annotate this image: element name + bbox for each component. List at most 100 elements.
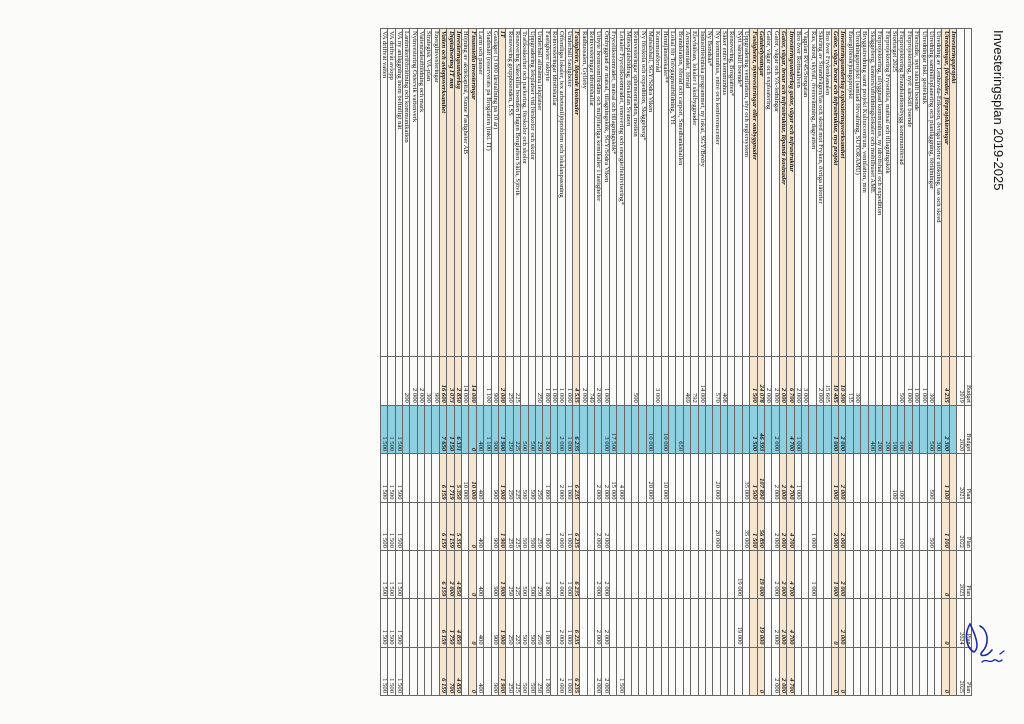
- table-row: Lantmäteriförrättning och kommunikation 2…: [402, 28, 410, 696]
- row-label: Utredningar, förstudier, förprojektering…: [941, 28, 950, 357]
- table-cell: [934, 356, 942, 406]
- column-year: 2020: [956, 405, 965, 454]
- table-cell: 0: [468, 647, 477, 696]
- column-header: Plan: [964, 502, 972, 551]
- document-page: Investeringsplan 2019-2025 Budget Budget…: [12, 22, 1012, 702]
- table-cell: [476, 356, 484, 406]
- table-cell: 1 000: [831, 405, 839, 454]
- table-cell: 2 000: [838, 453, 846, 503]
- table-cell: [579, 502, 588, 551]
- table-cell: 2 000: [557, 550, 566, 599]
- table-cell: [424, 647, 432, 696]
- table-cell: 4 850: [454, 647, 462, 696]
- table-cell: [402, 647, 410, 696]
- table-cell: [727, 356, 735, 406]
- table-cell: 2 000: [838, 405, 846, 454]
- row-label: Utredning av Lenhovda-Eriksson, övriga t…: [934, 28, 942, 357]
- table-cell: 1 800: [542, 405, 551, 454]
- table-cell: [417, 405, 425, 454]
- table-cell: [882, 356, 891, 406]
- table-row: Bro över Rottnaälven 2 000 1 000 1 000: [794, 28, 802, 696]
- table-cell: [735, 647, 743, 696]
- table-cell: 792: [690, 356, 699, 406]
- table-cell: [705, 550, 713, 599]
- table-cell: 200: [882, 405, 891, 454]
- table-cell: 0: [831, 647, 839, 696]
- table-cell: [638, 453, 647, 503]
- table-cell: 15 605: [823, 356, 832, 406]
- table-cell: [816, 453, 824, 503]
- table-cell: [934, 598, 942, 648]
- table-cell: 3 073: [446, 356, 455, 406]
- table-row: Renovering Såkekilla boenden Hagen Brogl…: [513, 28, 521, 696]
- table-cell: 6 331: [454, 405, 462, 454]
- table-cell: [749, 550, 758, 599]
- table-cell: [424, 453, 432, 503]
- table-cell: 20 000: [646, 453, 654, 503]
- table-cell: [882, 647, 891, 696]
- table-cell: [683, 598, 691, 648]
- table-cell: 4 700: [786, 598, 795, 648]
- table-cell: 1 900: [498, 453, 506, 503]
- table-row: Säker entré kommunhus 408: [720, 28, 728, 696]
- table-cell: [808, 598, 817, 648]
- table-cell: 4 700: [786, 647, 795, 696]
- table-cell: 2 000: [601, 550, 610, 599]
- table-cell: [705, 598, 713, 648]
- table-cell: [409, 502, 418, 551]
- table-cell: [431, 598, 440, 648]
- row-label: Nyinvestering Östervik vattenverk: [409, 28, 418, 357]
- table-cell: [638, 405, 647, 454]
- table-row: Skäggeberg, kontors/utbildningslokaler o…: [868, 28, 876, 696]
- table-cell: [690, 453, 699, 503]
- row-label: Larm och passer: [476, 28, 484, 357]
- table-row: Kommunförråd 3 000: [653, 28, 662, 696]
- table-row: Gatubelysningar 24 078 46 393 107 890 56 890…: [757, 28, 765, 696]
- table-cell: 6 235: [572, 647, 580, 696]
- table-cell: 19 000: [757, 550, 765, 599]
- table-cell: [868, 598, 876, 648]
- table-cell: [417, 598, 425, 648]
- table-cell: 1 500: [387, 647, 396, 696]
- table-cell: [624, 647, 632, 696]
- table-row: Utredningar inkl. geoteknik 1 000: [919, 28, 928, 696]
- table-cell: [698, 550, 706, 599]
- table-cell: 1 000: [808, 502, 817, 551]
- page-title: Investeringsplan 2019-2025: [991, 30, 1006, 191]
- table-cell: [897, 550, 905, 599]
- table-row: Investeringsunderlag exploateringsverksa…: [838, 28, 846, 696]
- table-cell: [690, 550, 699, 599]
- table-cell: 6 159: [439, 598, 447, 648]
- table-cell: [904, 647, 913, 696]
- table-cell: 500: [927, 405, 935, 454]
- table-cell: 225: [513, 550, 521, 599]
- row-label: Fastigheter, löpande kostnader: [572, 28, 580, 357]
- table-cell: 500: [528, 550, 536, 599]
- table-cell: [927, 647, 935, 696]
- row-label: Brandstation, förråd och carport, Smedba…: [675, 28, 684, 357]
- table-cell: [616, 502, 625, 551]
- table-cell: [890, 502, 898, 551]
- table-cell: [609, 647, 617, 696]
- table-cell: 1 800: [542, 550, 551, 599]
- table-cell: 0: [838, 647, 846, 696]
- table-cell: [904, 598, 913, 648]
- table-cell: 225: [513, 647, 521, 696]
- table-cell: [690, 598, 699, 648]
- table-cell: [675, 550, 684, 599]
- table-cell: [919, 647, 928, 696]
- table-cell: 200: [402, 356, 410, 406]
- row-label: Offentliga lokaler, tex arbetsmiljöprobl…: [557, 28, 566, 357]
- table-cell: 46 393: [757, 405, 765, 454]
- row-label: Industritekniska programmet, ny lokal, S…: [698, 28, 706, 357]
- table-cell: [587, 405, 595, 454]
- handwritten-initials-signature: [965, 622, 1005, 663]
- table-cell: [860, 647, 869, 696]
- table-cell: 900: [491, 356, 499, 406]
- table-cell: [683, 550, 691, 599]
- table-cell: [845, 647, 854, 696]
- table-cell: 225: [513, 453, 521, 503]
- row-label: Säkring av Strandvägen/fas och skred mot…: [816, 28, 824, 357]
- table-cell: 2 000: [557, 598, 566, 648]
- table-cell: 4 700: [786, 550, 795, 599]
